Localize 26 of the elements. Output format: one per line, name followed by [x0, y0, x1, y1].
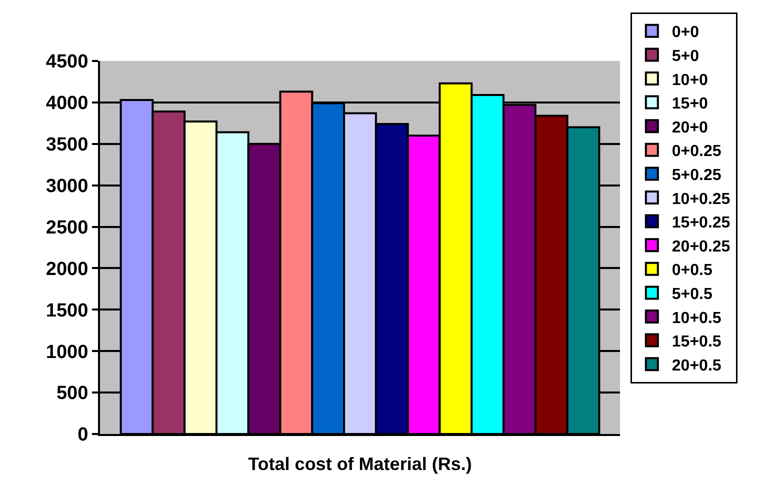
- legend-label: 5+0.5: [672, 286, 712, 303]
- legend-label: 5+0.25: [672, 166, 722, 184]
- y-tick-label: 500: [56, 383, 88, 404]
- legend-label: 15+0.5: [672, 334, 722, 351]
- y-tick-label: 4500: [46, 52, 88, 73]
- legend-label: 0+0: [672, 24, 700, 42]
- y-tick-label: 3500: [46, 134, 88, 156]
- legend-label: 20+0.5: [672, 357, 722, 374]
- y-tick-label: 3000: [46, 176, 88, 197]
- y-tick-label: 4000: [46, 93, 88, 114]
- legend-label: 5+0: [672, 48, 700, 65]
- legend-label: 10+0.5: [672, 310, 722, 327]
- legend-label: 15+0.25: [672, 214, 730, 232]
- legend-label: 0+0.25: [672, 143, 722, 160]
- y-tick-label: 2000: [46, 258, 88, 280]
- legend-label: 20+0: [672, 119, 708, 136]
- legend-label: 0+0.5: [672, 262, 712, 280]
- x-axis-title: Total cost of Material (Rs.): [248, 454, 472, 474]
- y-tick-label: 1000: [46, 342, 88, 363]
- legend-label: 20+0.25: [672, 238, 730, 256]
- y-tick-label: 2500: [46, 217, 88, 238]
- y-tick-label: 1500: [46, 300, 88, 322]
- legend-label: 10+0: [672, 72, 708, 89]
- y-tick-label: 0: [78, 424, 88, 446]
- legend-label: 10+0.25: [672, 190, 730, 208]
- legend-label: 15+0: [672, 96, 708, 113]
